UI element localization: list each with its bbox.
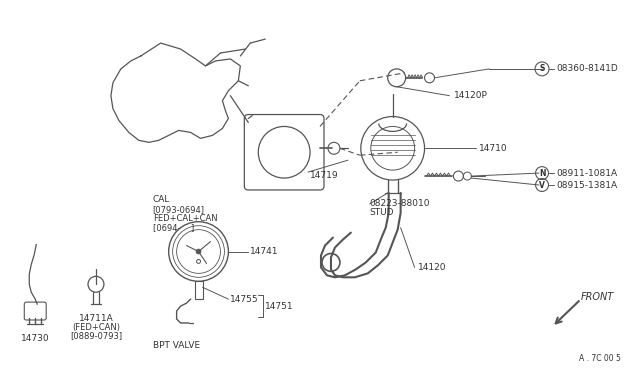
Text: N: N <box>539 169 545 177</box>
Text: 14730: 14730 <box>21 334 49 343</box>
Text: 08911-1081A: 08911-1081A <box>556 169 617 177</box>
Text: [0793-0694]: [0793-0694] <box>153 205 205 214</box>
Text: 14751: 14751 <box>265 302 294 311</box>
FancyBboxPatch shape <box>244 115 324 190</box>
Text: CAL: CAL <box>153 195 170 204</box>
Text: STUD: STUD <box>370 208 394 217</box>
Text: 14711A: 14711A <box>79 314 113 324</box>
Text: 14719: 14719 <box>310 171 339 180</box>
Text: A . 7C 00 5: A . 7C 00 5 <box>579 354 621 363</box>
Text: [0889-0793]: [0889-0793] <box>70 331 122 340</box>
Text: FED+CAL+CAN: FED+CAL+CAN <box>153 214 218 223</box>
Text: BPT VALVE: BPT VALVE <box>153 341 200 350</box>
Text: FRONT: FRONT <box>581 292 614 302</box>
Text: 08915-1381A: 08915-1381A <box>556 180 617 189</box>
Text: 14120: 14120 <box>417 263 446 272</box>
Text: V: V <box>539 180 545 189</box>
Text: 08360-8141D: 08360-8141D <box>556 64 618 73</box>
FancyBboxPatch shape <box>195 281 202 299</box>
Text: 08223-88010: 08223-88010 <box>370 199 430 208</box>
Circle shape <box>196 249 201 254</box>
Text: S: S <box>540 64 545 73</box>
FancyBboxPatch shape <box>24 302 46 320</box>
Text: 14120P: 14120P <box>454 91 488 100</box>
Text: [0694-    ]: [0694- ] <box>153 223 194 232</box>
Text: 14710: 14710 <box>479 144 508 153</box>
Text: 14741: 14741 <box>250 247 279 256</box>
Text: 14755: 14755 <box>230 295 259 304</box>
Text: (FED+CAN): (FED+CAN) <box>72 323 120 333</box>
